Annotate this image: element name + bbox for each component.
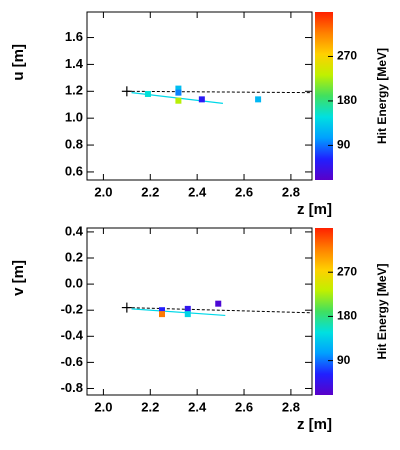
y-axis-title: u [m] <box>10 44 27 81</box>
colorbar-tick-label: 270 <box>337 49 357 63</box>
y-tick-label: -0.8 <box>61 380 83 395</box>
y-tick-label: -0.2 <box>61 302 83 317</box>
x-tick-label: 2.0 <box>94 184 112 199</box>
y-tick-label: 0.8 <box>65 136 83 151</box>
x-tick-label: 2.6 <box>235 399 253 414</box>
seed-marker <box>121 302 132 313</box>
hit <box>175 89 182 96</box>
x-tick-label: 2.6 <box>235 184 253 199</box>
hit <box>175 85 182 92</box>
hit <box>184 311 191 318</box>
colorbar-tick-label: 90 <box>337 138 351 152</box>
y-tick-label: 0.2 <box>65 249 83 264</box>
x-tick-label: 2.4 <box>188 399 207 414</box>
hit <box>215 300 222 307</box>
y-tick-label: 1.0 <box>65 110 83 125</box>
extrapolation-line <box>126 90 313 94</box>
colorbar <box>315 12 333 180</box>
hit <box>184 305 191 312</box>
x-tick-label: 2.0 <box>94 399 112 414</box>
colorbar-tick-label: 180 <box>337 309 357 323</box>
colorbar-tick-label: 270 <box>337 264 357 278</box>
y-tick-label: 1.6 <box>65 29 83 44</box>
colorbar-title: Hit Energy [MeV] <box>375 263 389 359</box>
x-axis-title: z [m] <box>297 201 332 218</box>
y-tick-label: 0.0 <box>65 276 83 291</box>
colorbar <box>315 228 333 395</box>
plot-frame <box>86 11 313 181</box>
x-tick-label: 2.8 <box>282 399 300 414</box>
hit <box>159 311 165 318</box>
x-tick-label: 2.8 <box>282 184 300 199</box>
seed-marker <box>121 86 132 97</box>
hit <box>159 307 165 314</box>
y-tick-label: 0.6 <box>65 163 83 178</box>
y-tick-label: -0.6 <box>61 354 83 369</box>
hit <box>198 96 205 103</box>
colorbar-tick-label: 90 <box>337 353 351 367</box>
colorbar-title: Hit Energy [MeV] <box>375 48 389 144</box>
y-tick-label: 1.4 <box>65 56 84 71</box>
colorbar-tick-label: 180 <box>337 93 357 107</box>
y-tick-label: 1.2 <box>65 83 83 98</box>
x-tick-label: 2.4 <box>188 184 207 199</box>
y-axis-title: v [m] <box>10 260 27 296</box>
x-axis-title: z [m] <box>297 416 332 433</box>
y-tick-label: -0.4 <box>61 328 84 343</box>
hit <box>175 97 182 104</box>
x-tick-label: 2.2 <box>141 399 159 414</box>
hit <box>255 96 262 103</box>
track-line <box>131 308 226 317</box>
x-tick-label: 2.2 <box>141 184 159 199</box>
hit <box>144 90 151 97</box>
y-tick-label: 0.4 <box>65 223 84 238</box>
extrapolation-line <box>126 307 313 314</box>
